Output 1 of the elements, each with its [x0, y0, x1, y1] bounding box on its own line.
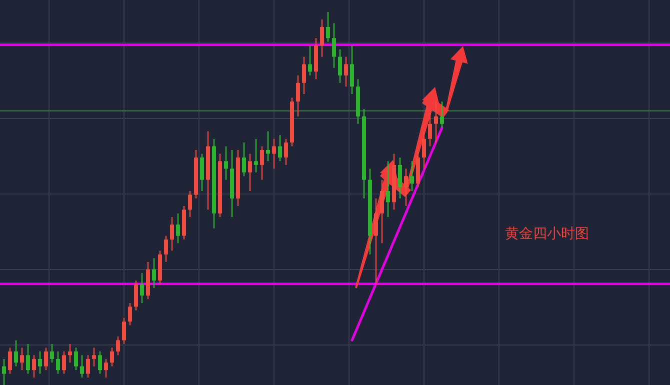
annotation: 黄金四小时图	[505, 226, 589, 242]
